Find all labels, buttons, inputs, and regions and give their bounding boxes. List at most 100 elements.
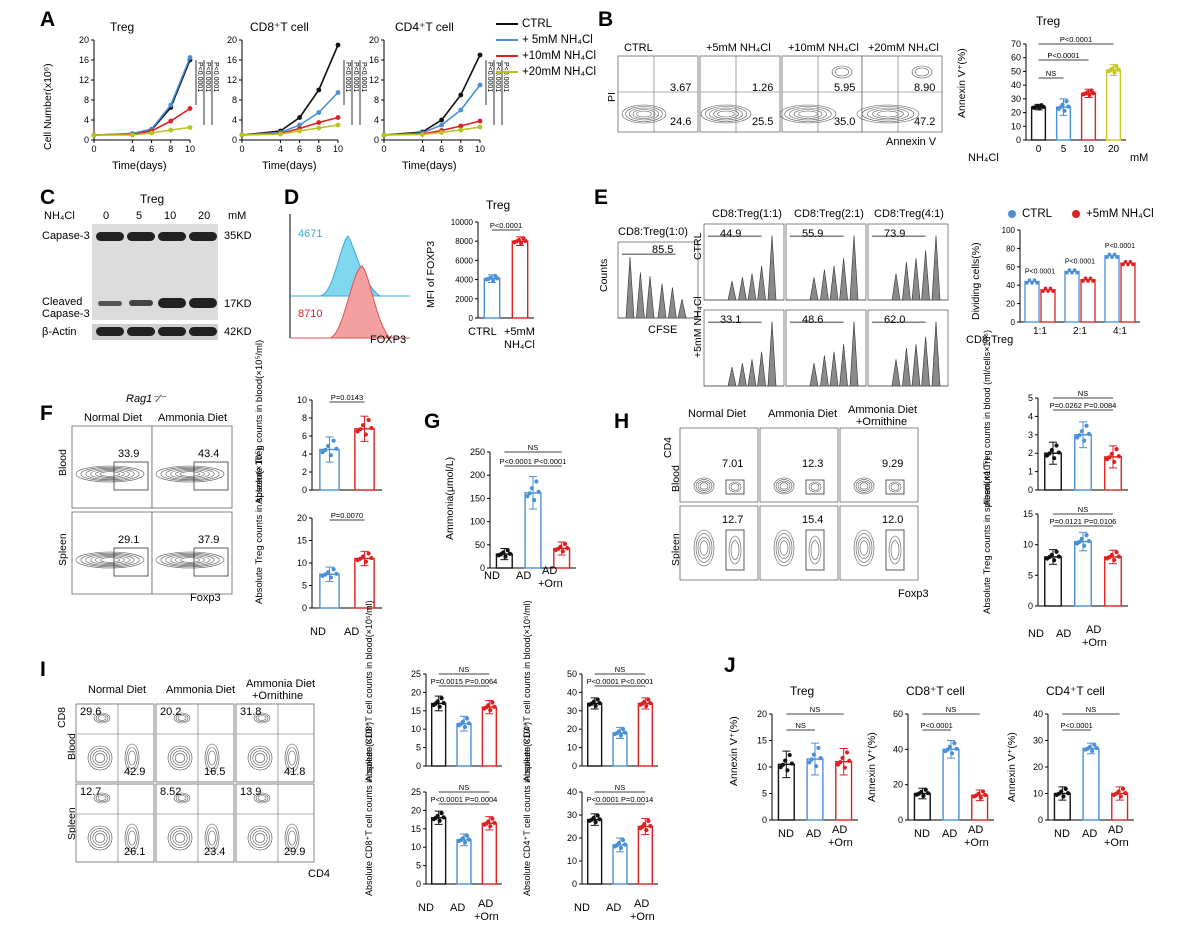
data-point [435, 699, 440, 704]
hist-d [289, 214, 410, 339]
data-point [1079, 536, 1084, 542]
contour [853, 477, 875, 495]
data-point [1056, 554, 1061, 559]
data-point [1048, 286, 1053, 291]
contour [808, 481, 822, 493]
bar-i2-chart: 0 10 20 30 40 50 NS P<0.0001 P<0.0001 [567, 665, 658, 771]
contour [173, 792, 191, 804]
data-point [1077, 433, 1082, 438]
contour [872, 109, 904, 119]
data-point [331, 567, 336, 572]
bar-d-ylabel: MFI of FOXP3 [425, 240, 437, 308]
x-tick-label: 6 [439, 144, 444, 154]
data-point [618, 845, 624, 851]
data-point [1128, 259, 1133, 264]
bar-h2-chart: 0 5 10 15 NS P=0.0121 P=0.0106 [1023, 505, 1128, 611]
bar [1030, 106, 1047, 141]
contour [97, 715, 107, 721]
data-point [1027, 278, 1032, 282]
legend-item: +5mM NH₄Cl [1072, 208, 1154, 220]
y-tick-label: 50 [475, 540, 485, 550]
contour [775, 479, 793, 493]
data-point [565, 546, 570, 551]
pvalue-label: NS [795, 721, 805, 730]
y-tick-label: 10 [411, 842, 421, 852]
series-point [458, 127, 464, 133]
data-point [361, 554, 366, 559]
x-tick-label: AD [806, 828, 822, 840]
contour [861, 106, 915, 122]
y-tick-label: 0 [416, 879, 421, 889]
contour [253, 712, 271, 724]
data-point [1067, 268, 1072, 272]
series-point [316, 120, 322, 125]
contour [700, 104, 752, 124]
pvalue-label: NS [946, 705, 956, 714]
series-point [477, 52, 483, 58]
blot-lane-0: 0 [103, 210, 110, 222]
contour [695, 533, 713, 563]
data-point [1063, 786, 1068, 791]
blot-band [96, 327, 124, 336]
flow-b-upper-value: 8.90 [914, 82, 936, 94]
bar-b-xprefix: NH₄Cl [968, 152, 999, 164]
flow-f-value: 37.9 [198, 534, 220, 546]
y-tick-label: 10 [297, 395, 307, 405]
contour [857, 480, 871, 492]
bar-b-xunit: mM [1130, 152, 1149, 164]
contour [160, 466, 220, 482]
data-point [1107, 455, 1112, 460]
flow-b-upper-value: 3.67 [670, 82, 692, 94]
contour [126, 827, 138, 849]
data-point [491, 278, 496, 283]
y-tick-label: 10000 [451, 218, 474, 227]
contour [75, 551, 145, 569]
data-point [525, 494, 530, 499]
flow-b-cell [856, 55, 943, 133]
panel-letter-g: G [424, 410, 441, 433]
data-point [616, 840, 622, 846]
flow-f-row: Spleen [57, 533, 69, 566]
x-tick-label: 0 [239, 144, 244, 154]
series-point [458, 107, 464, 113]
contour [808, 535, 822, 565]
hist-e-value: 73.9 [884, 228, 906, 240]
bar [483, 277, 501, 319]
data-point [441, 700, 446, 706]
panel-letter-h: H [614, 410, 630, 433]
bar-b-ylabel: Annexin V⁺(%) [956, 48, 968, 118]
contour [177, 715, 187, 721]
bar-g-xtick: AD [516, 570, 532, 582]
x-tick-label: 0 [381, 144, 386, 154]
series-point [477, 124, 483, 130]
data-point [1066, 104, 1071, 109]
data-point [361, 423, 366, 428]
data-point [646, 697, 651, 702]
blot-row-label: Capase-3 [42, 230, 90, 242]
series-line [241, 91, 339, 136]
series-line [383, 84, 481, 136]
y-tick-label: 0 [480, 563, 485, 573]
contour [713, 109, 739, 119]
blot-band [98, 301, 122, 306]
series-point [335, 90, 341, 95]
bar-f1-chart: 0 2 4 6 8 10 P=0.0143 [297, 393, 382, 495]
flow-h-cell [839, 427, 919, 503]
blot-membrane-actin [92, 324, 218, 340]
flow-i-col: +Ornithine [252, 690, 304, 702]
data-point [1035, 281, 1039, 285]
blot-band [96, 232, 124, 241]
bar-i-xtick: AD [478, 898, 494, 910]
pvalue-label: NS [528, 443, 538, 452]
flow-i-lower-value: 26.1 [124, 846, 146, 858]
pvalue-label: P=0.0015 P=0.0064 [431, 677, 498, 686]
y-tick-label: 150 [470, 493, 485, 503]
contour [777, 536, 791, 560]
data-point [1041, 104, 1046, 110]
x-tick-label: +Orn [964, 837, 989, 849]
bar-e-xprefix: CD8:Treg [966, 334, 1014, 346]
hist-e-single-value: 85.5 [652, 244, 674, 256]
series-point [278, 131, 283, 137]
data-point [1059, 789, 1064, 794]
y-tick-label: 40 [1011, 80, 1021, 90]
